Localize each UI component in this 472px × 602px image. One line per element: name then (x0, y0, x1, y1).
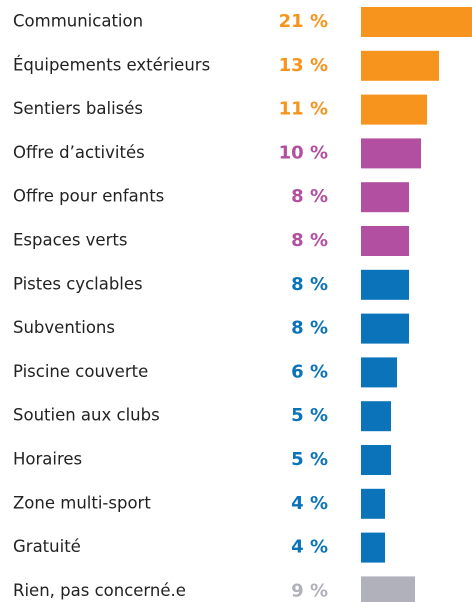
category-label: Équipements extérieurs (13, 55, 210, 74)
bar (361, 401, 391, 432)
value-label: 8 % (291, 318, 328, 339)
value-label: 4 % (291, 537, 328, 558)
category-label: Rien, pas concerné.e (13, 581, 186, 600)
value-label: 10 % (279, 142, 328, 163)
category-label: Soutien aux clubs (13, 406, 160, 425)
category-label: Subventions (13, 318, 115, 337)
value-label: 4 % (291, 493, 328, 514)
value-label: 8 % (291, 186, 328, 207)
value-label: 8 % (291, 230, 328, 251)
category-label: Communication (13, 12, 143, 31)
category-label: Horaires (13, 450, 82, 469)
bar (361, 357, 397, 388)
value-label: 5 % (291, 449, 328, 470)
bar (361, 269, 409, 300)
category-label: Espaces verts (13, 231, 127, 250)
value-label: 9 % (291, 580, 328, 601)
bar (361, 313, 409, 344)
value-label: 21 % (279, 11, 328, 32)
bar (361, 576, 415, 602)
bar (361, 94, 427, 125)
bar (361, 138, 421, 169)
bar (361, 226, 409, 256)
value-label: 8 % (291, 274, 328, 295)
category-label: Offre d’activités (13, 143, 145, 162)
bar (361, 488, 385, 519)
category-label: Zone multi-sport (13, 493, 151, 512)
category-label: Offre pour enfants (13, 187, 164, 206)
category-label: Sentiers balisés (13, 99, 143, 118)
value-label: 6 % (291, 361, 328, 382)
bar (361, 445, 391, 475)
bar (361, 182, 409, 213)
value-label: 13 % (279, 55, 328, 76)
value-label: 5 % (291, 405, 328, 426)
category-label: Pistes cyclables (13, 274, 143, 293)
category-label: Piscine couverte (13, 362, 148, 381)
category-label: Gratuité (13, 537, 81, 556)
value-label: 11 % (279, 99, 328, 120)
bar (361, 7, 472, 37)
bar (361, 50, 439, 81)
bar (361, 532, 385, 563)
